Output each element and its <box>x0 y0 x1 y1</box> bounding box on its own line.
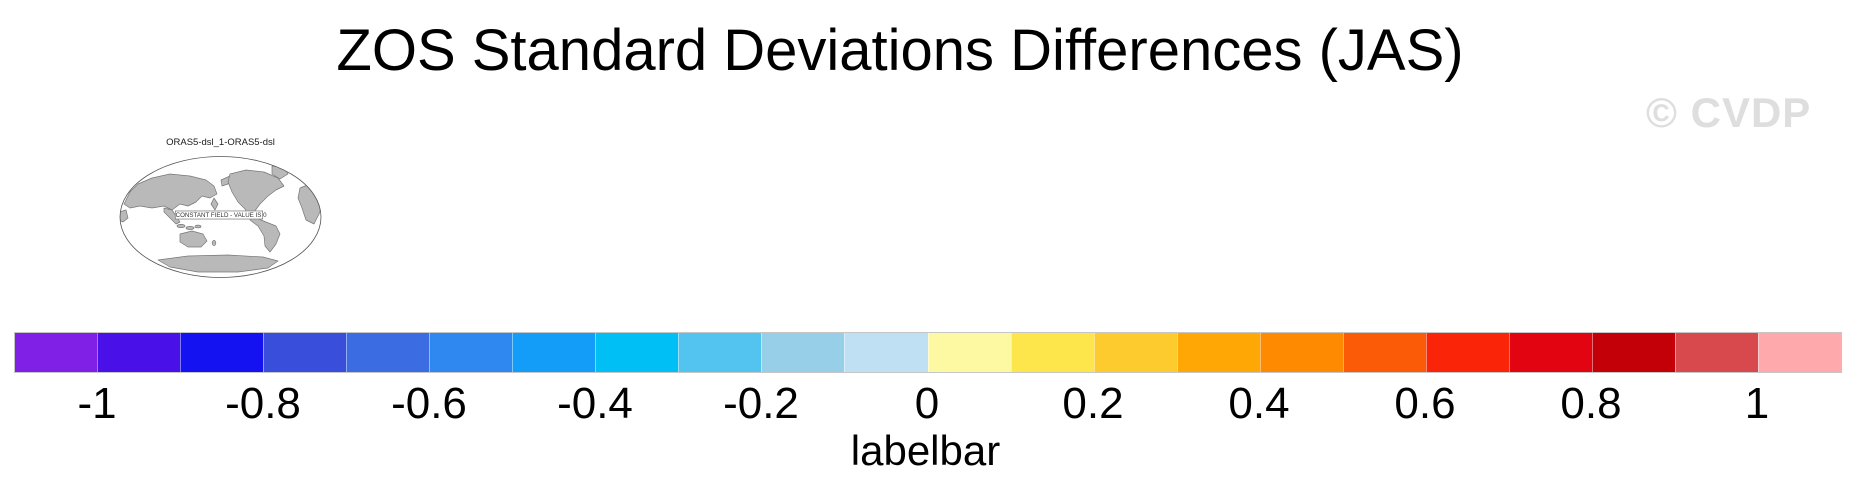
landmass-japan <box>210 197 219 211</box>
map-continents <box>120 165 321 273</box>
colorbar-cell <box>97 333 181 372</box>
colorbar-cell <box>1259 333 1343 372</box>
landmass-se-asia <box>163 207 181 225</box>
colorbar-cell <box>1591 333 1675 372</box>
figure-title: ZOS Standard Deviations Differences (JAS… <box>336 18 1464 83</box>
colorbar-cell <box>15 333 98 372</box>
colorbar-cell <box>180 333 264 372</box>
landmass-eurasia <box>123 173 218 211</box>
colorbar-cell <box>1674 333 1758 372</box>
landmass-indonesia-2 <box>185 226 195 230</box>
colorbar-cell <box>1425 333 1509 372</box>
tick-label: 0 <box>914 379 940 428</box>
colorbar-cell <box>346 333 430 372</box>
colorbar-label: labelbar <box>850 427 1001 474</box>
tick-label: -0.2 <box>723 379 799 428</box>
tick-label: -0.8 <box>225 379 301 428</box>
colorbar-cell <box>429 333 513 372</box>
landmass-new-zealand <box>211 240 217 246</box>
tick-label: 0.6 <box>1394 379 1456 428</box>
colorbar-cell <box>1093 333 1177 372</box>
map-outline <box>119 156 322 278</box>
landmass-alaska <box>220 175 231 187</box>
colorbar-cell <box>1010 333 1094 372</box>
constant-field-annotation: CONSTANT FIELD - VALUE IS 0 <box>174 210 267 220</box>
landmass-north-america <box>227 169 285 217</box>
map-panel-title: ORAS5-dsl_1-ORAS5-dsl <box>166 137 275 148</box>
tick-label: 1 <box>1744 379 1770 428</box>
landmass-indonesia-3 <box>194 224 202 229</box>
colorbar-cell <box>927 333 1011 372</box>
tick-label: 0.8 <box>1560 379 1622 428</box>
landmass-south-america <box>248 215 281 253</box>
colorbar-cell <box>1757 333 1842 372</box>
landmass-africa-west-edge <box>120 209 129 223</box>
tick-label: -0.6 <box>391 379 467 428</box>
colorbar-cell <box>595 333 679 372</box>
tick-label: 0.2 <box>1062 379 1124 428</box>
colorbar-ticks: -1 -0.8 -0.6 -0.4 -0.2 0 0.2 0.4 0.6 0.8 1 <box>0 382 1851 428</box>
landmass-antarctica <box>157 254 279 273</box>
tick-label: -0.4 <box>557 379 633 428</box>
colorbar-cell <box>263 333 347 372</box>
colorbar-cell <box>512 333 596 372</box>
colorbar-cell <box>1176 333 1260 372</box>
tick-label: 0.4 <box>1228 379 1290 428</box>
colorbar-cell <box>844 333 928 372</box>
colorbar-cell <box>761 333 845 372</box>
landmass-indonesia-1 <box>176 224 186 228</box>
colorbar-cell <box>1508 333 1592 372</box>
colorbar-cell <box>1342 333 1426 372</box>
cvdp-watermark: © CVDP <box>1646 89 1812 136</box>
colorbar <box>14 332 1842 373</box>
tick-label: -1 <box>77 379 117 428</box>
colorbar-cell <box>678 333 762 372</box>
landmass-australia <box>179 230 208 248</box>
map-panel: ORAS5-dsl_1-ORAS5-dsl <box>118 138 323 288</box>
